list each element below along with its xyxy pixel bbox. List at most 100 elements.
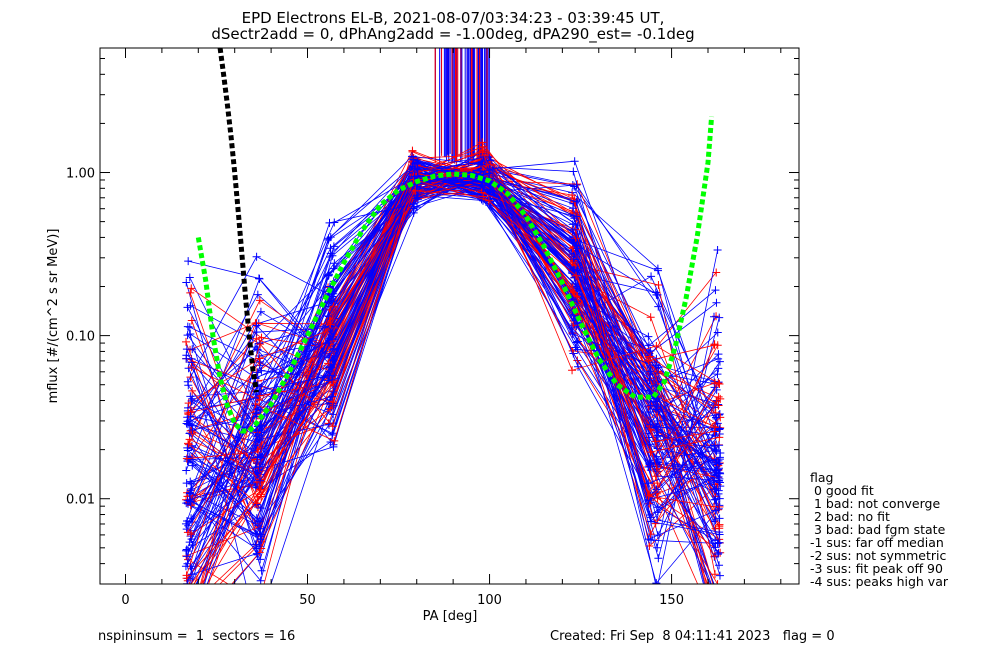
data-point-marker bbox=[329, 387, 338, 396]
data-point-marker bbox=[183, 417, 192, 426]
data-point-marker bbox=[328, 327, 337, 336]
data-point-marker bbox=[186, 615, 194, 623]
data-point-marker bbox=[715, 459, 724, 468]
data-point-marker bbox=[256, 476, 265, 485]
data-point-marker bbox=[715, 433, 724, 442]
pa-distribution-line bbox=[191, 160, 715, 459]
data-point-marker bbox=[184, 589, 192, 597]
data-point-marker bbox=[255, 296, 264, 305]
axes: 0 50 100 150 0.01 0.10 1.00 bbox=[66, 48, 799, 608]
data-point-marker bbox=[715, 530, 724, 539]
data-point-marker bbox=[251, 529, 260, 538]
data-point-marker bbox=[646, 367, 655, 376]
data-point-marker bbox=[654, 363, 663, 372]
data-point-marker bbox=[255, 396, 264, 405]
data-point-marker bbox=[330, 259, 339, 268]
data-point-marker bbox=[652, 464, 661, 473]
data-point-marker bbox=[324, 312, 333, 321]
data-point-marker bbox=[407, 152, 416, 161]
data-point-marker bbox=[184, 257, 193, 266]
pa-distribution-line bbox=[189, 157, 719, 466]
data-point-marker bbox=[479, 185, 488, 194]
data-point-marker bbox=[711, 516, 720, 525]
data-point-marker bbox=[654, 281, 663, 290]
data-point-marker bbox=[182, 337, 191, 346]
data-point-marker bbox=[324, 271, 333, 280]
data-point-marker bbox=[182, 278, 191, 287]
data-point-marker bbox=[183, 605, 191, 613]
data-point-marker bbox=[330, 218, 339, 227]
data-point-marker bbox=[653, 290, 662, 299]
data-point-marker bbox=[645, 460, 654, 469]
data-point-marker bbox=[329, 442, 338, 451]
data-point-marker bbox=[256, 576, 265, 584]
data-point-marker bbox=[411, 186, 420, 195]
data-point-marker bbox=[326, 244, 335, 253]
data-point-marker bbox=[646, 517, 655, 526]
data-point-marker bbox=[568, 258, 577, 267]
data-point-marker bbox=[256, 307, 265, 316]
data-point-marker bbox=[712, 413, 721, 422]
data-point-marker bbox=[257, 566, 266, 575]
pa-distribution-line bbox=[201, 175, 715, 584]
data-point-marker bbox=[713, 465, 722, 474]
data-point-marker bbox=[253, 368, 262, 377]
data-point-marker bbox=[715, 313, 724, 322]
data-point-marker bbox=[569, 167, 578, 176]
data-point-marker bbox=[188, 426, 197, 435]
data-point-marker bbox=[715, 514, 724, 523]
data-point-marker bbox=[328, 429, 337, 438]
legend-entry: 2 bad: no fit bbox=[810, 509, 890, 524]
data-point-marker bbox=[329, 242, 338, 251]
pa-distribution-line bbox=[200, 179, 715, 584]
data-point-marker bbox=[712, 268, 721, 277]
data-point-marker bbox=[187, 284, 196, 293]
data-point-marker bbox=[714, 350, 723, 359]
data-point-marker bbox=[712, 298, 721, 307]
data-point-marker bbox=[252, 328, 261, 337]
y-tick-label: 0.01 bbox=[66, 493, 95, 508]
data-point-marker bbox=[252, 252, 261, 261]
data-point-marker bbox=[256, 340, 265, 349]
data-point-marker bbox=[716, 599, 724, 607]
data-point-marker bbox=[328, 392, 337, 401]
data-point-marker bbox=[186, 610, 194, 618]
data-point-marker bbox=[573, 356, 582, 365]
data-point-marker bbox=[644, 535, 653, 544]
data-point-marker bbox=[714, 486, 723, 495]
data-point-marker bbox=[567, 323, 576, 332]
pa-distribution-line bbox=[186, 164, 716, 579]
data-point-marker bbox=[715, 494, 724, 503]
data-point-marker bbox=[715, 357, 724, 366]
data-point-marker bbox=[184, 521, 193, 530]
data-point-marker bbox=[183, 606, 191, 614]
data-point-marker bbox=[183, 322, 192, 331]
data-point-marker bbox=[714, 583, 716, 584]
data-point-marker bbox=[644, 356, 653, 365]
data-point-marker bbox=[326, 320, 335, 329]
data-point-marker bbox=[710, 377, 719, 386]
data-point-marker bbox=[654, 431, 663, 440]
pa-distribution-line bbox=[190, 166, 719, 554]
data-point-marker bbox=[644, 491, 653, 500]
data-point-marker bbox=[710, 427, 719, 436]
data-point-marker bbox=[652, 405, 661, 414]
data-point-marker bbox=[188, 457, 197, 466]
x-tick-label: 0 bbox=[121, 593, 129, 608]
legend-entry: -4 sus: peaks high var bbox=[810, 574, 949, 589]
data-point-marker bbox=[713, 580, 722, 584]
pa-distribution-line bbox=[190, 167, 720, 535]
data-point-marker bbox=[184, 440, 193, 449]
data-point-marker bbox=[182, 351, 191, 360]
data-point-marker bbox=[252, 514, 261, 523]
data-point-marker bbox=[187, 396, 196, 405]
flag-legend: flag 0 good fit 1 bad: not converge 2 ba… bbox=[810, 470, 949, 589]
pa-distribution-line bbox=[206, 173, 721, 584]
data-point-marker bbox=[328, 398, 337, 407]
footer-left: nspininsum = 1 sectors = 16 bbox=[98, 629, 295, 644]
data-point-marker bbox=[252, 409, 261, 418]
data-point-marker bbox=[478, 148, 487, 157]
data-point-marker bbox=[644, 332, 653, 341]
data-point-marker bbox=[257, 366, 266, 375]
pa-distribution-line bbox=[187, 162, 715, 459]
